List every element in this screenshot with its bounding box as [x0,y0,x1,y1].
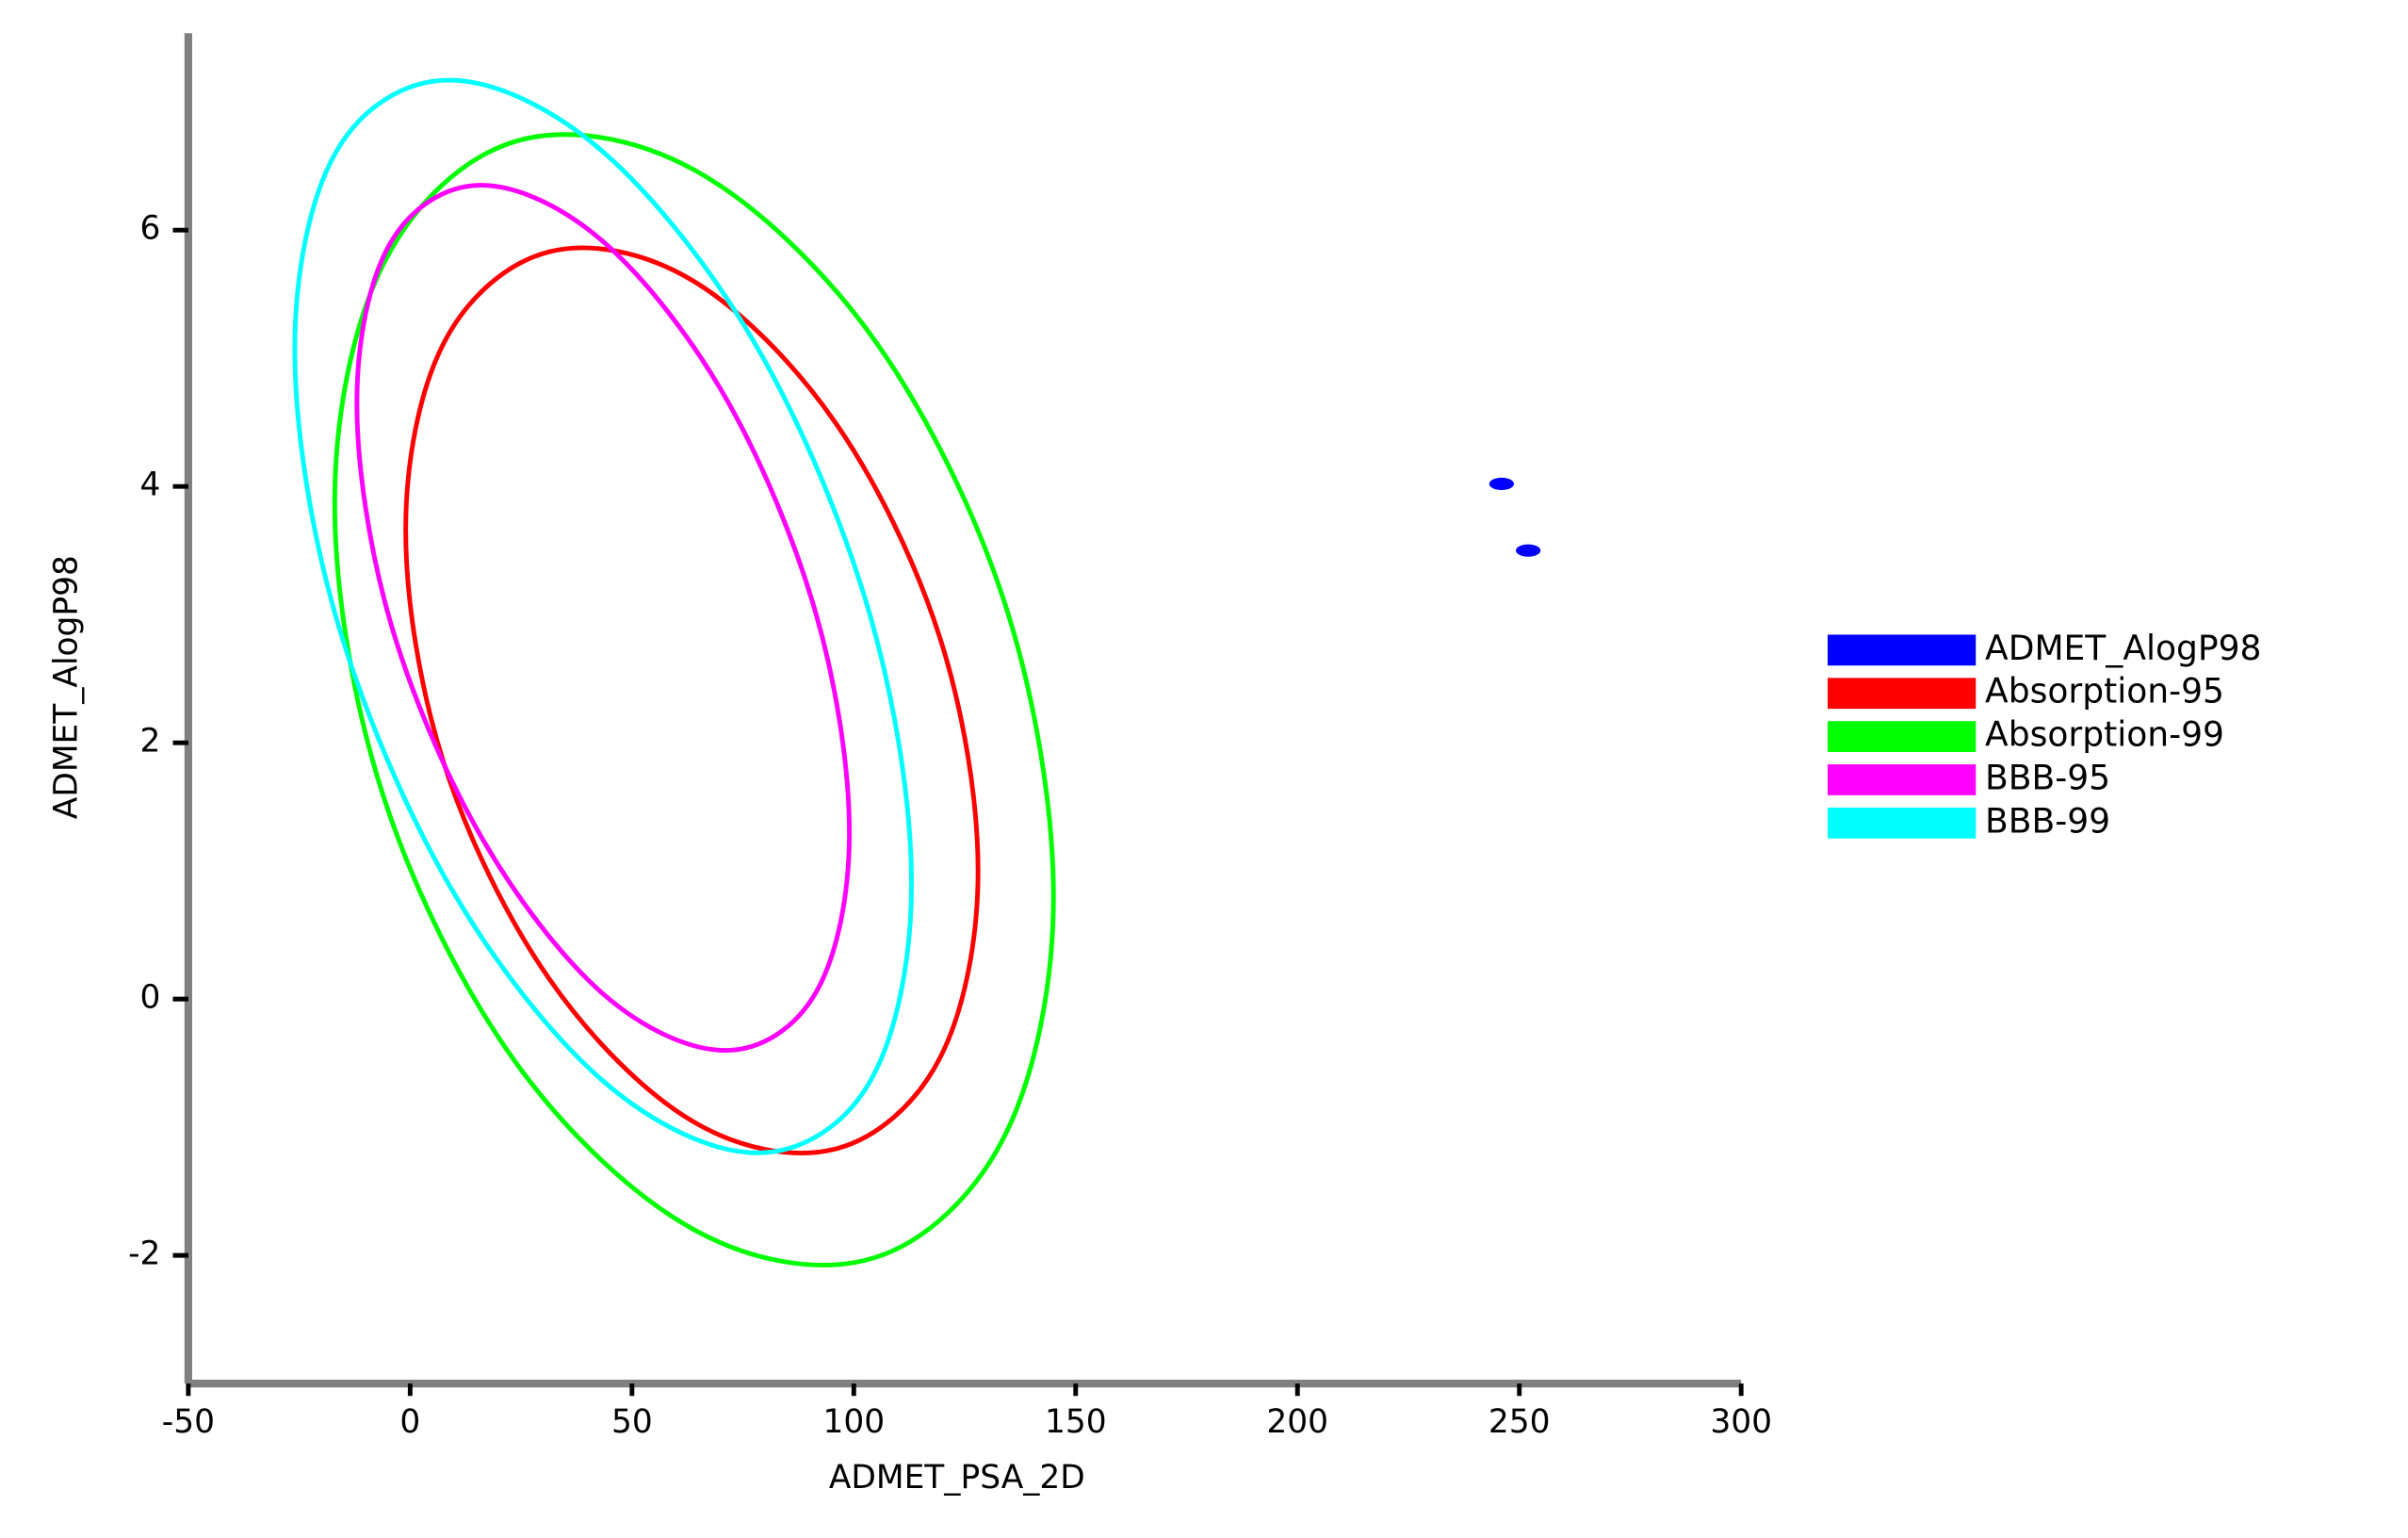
x-tick-label: 0 [399,1403,420,1441]
y-tick-label: 4 [140,466,161,504]
legend-label: Absorption-95 [1985,673,2224,712]
region-outline [354,183,853,1053]
point [1489,477,1514,490]
legend-label: Absorption-99 [1985,716,2224,755]
legend-swatch [1827,721,1977,752]
x-tick-label: -50 [162,1403,215,1441]
y-tick-label: -2 [128,1235,160,1273]
region-outline [403,245,981,1155]
region-outline [292,77,914,1155]
x-tick-label: 250 [1489,1403,1551,1441]
x-tick-label: 150 [1045,1403,1107,1441]
point [1516,544,1541,557]
region-outline [332,132,1056,1268]
legend-label: BBB-95 [1985,759,2110,797]
x-tick-label: 300 [1710,1403,1772,1441]
y-tick-label: 0 [140,979,161,1017]
x-tick-label: 200 [1266,1403,1328,1441]
x-tick-label: 50 [611,1403,653,1441]
x-axis-label: ADMET_PSA_2D [829,1459,1085,1497]
legend-label: BBB-99 [1985,802,2110,841]
legend-swatch [1827,764,1977,795]
legend-swatch [1827,807,1977,839]
y-tick-label: 2 [140,723,161,761]
legend-swatch [1827,634,1977,666]
y-axis-label: ADMET_AlogP98 [48,555,86,819]
x-tick-label: 100 [822,1403,885,1441]
legend-swatch [1827,678,1977,710]
legend-label: ADMET_AlogP98 [1985,630,2261,668]
y-tick-label: 6 [140,210,161,248]
